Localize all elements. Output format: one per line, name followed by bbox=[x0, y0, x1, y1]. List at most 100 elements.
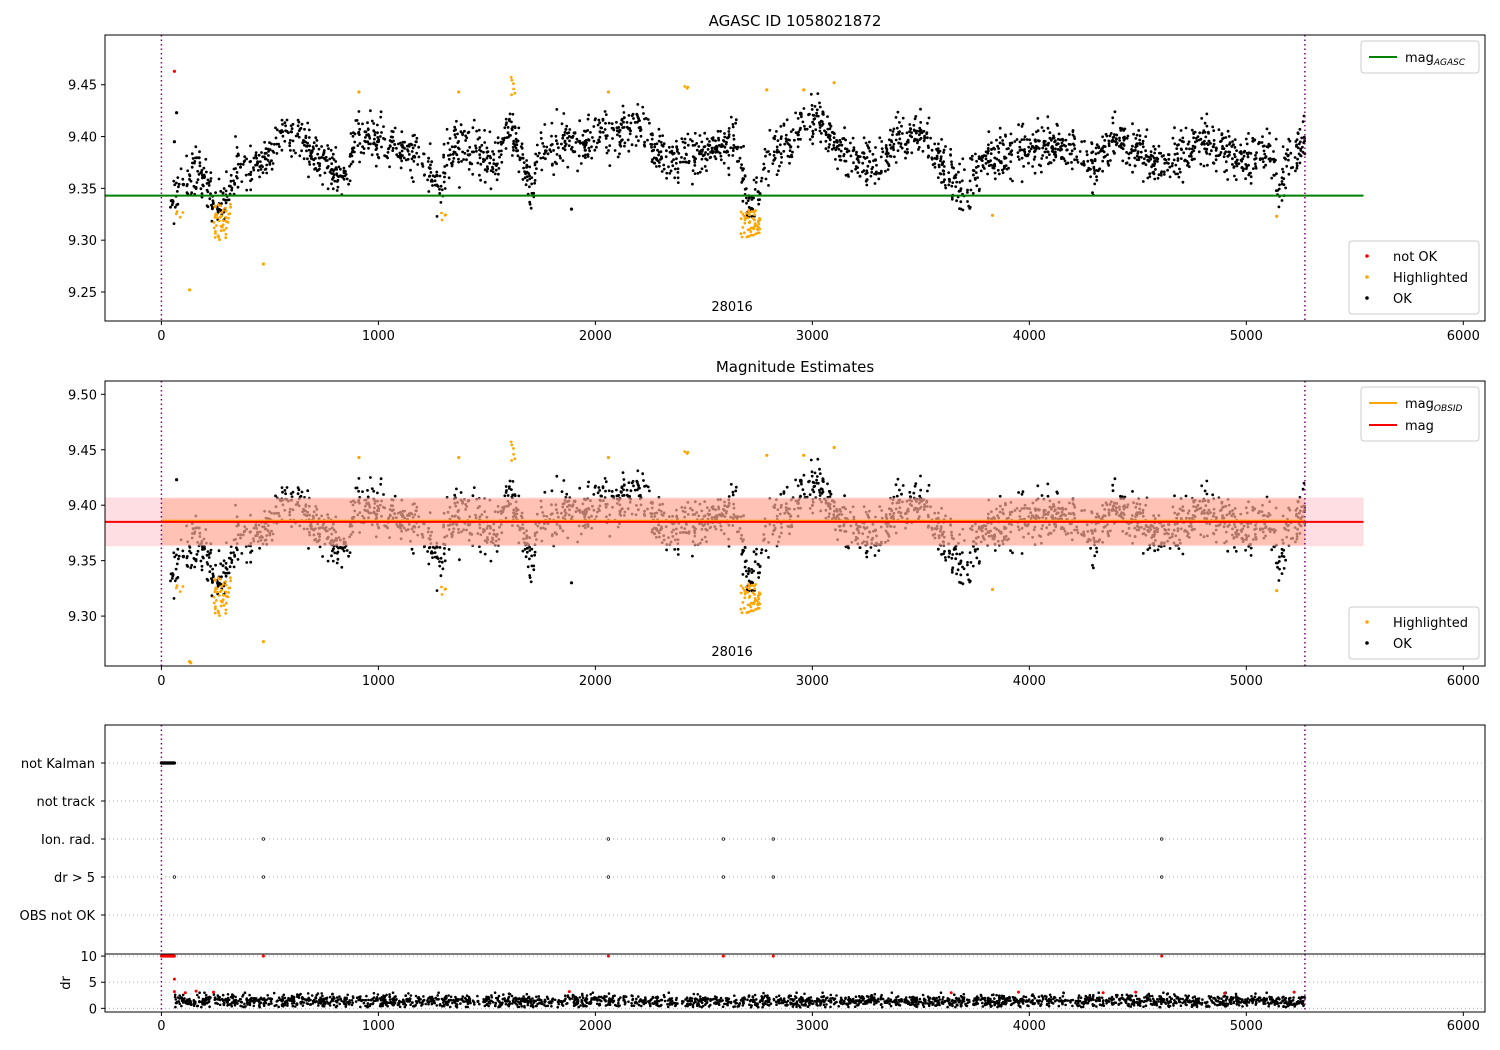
ok-point bbox=[1009, 160, 1013, 164]
ok-point bbox=[199, 171, 203, 175]
ok-point bbox=[586, 153, 590, 156]
ok-point bbox=[960, 551, 964, 554]
ok-point bbox=[901, 132, 904, 135]
ok-point bbox=[510, 128, 514, 132]
ok-point bbox=[1171, 162, 1174, 165]
ok-point bbox=[775, 145, 779, 149]
ok-point bbox=[939, 155, 943, 159]
x-tick-label: 4000 bbox=[1013, 329, 1046, 344]
ok-point bbox=[258, 175, 261, 179]
ok-point bbox=[452, 157, 456, 160]
highlighted-point bbox=[683, 85, 687, 88]
highlighted-point bbox=[739, 210, 743, 214]
ok-point bbox=[1199, 137, 1203, 141]
ok-point bbox=[828, 127, 832, 131]
ok-point bbox=[990, 148, 993, 151]
highlighted-point bbox=[212, 221, 216, 224]
ok-point bbox=[719, 158, 723, 162]
ok-point bbox=[1241, 169, 1245, 173]
ok-point bbox=[1268, 159, 1272, 163]
ok-point bbox=[683, 137, 687, 141]
ok-point bbox=[561, 136, 565, 140]
ok-point bbox=[210, 203, 213, 207]
ok-point bbox=[462, 158, 465, 161]
ok-point bbox=[270, 142, 273, 146]
ok-point bbox=[485, 170, 489, 173]
ok-point bbox=[1080, 140, 1084, 144]
ok-point bbox=[811, 142, 815, 146]
ok-point bbox=[1036, 117, 1040, 120]
ok-point bbox=[659, 158, 662, 161]
ok-point bbox=[1101, 159, 1105, 163]
ok-point bbox=[544, 157, 547, 161]
ok-point bbox=[633, 121, 637, 124]
ok-point bbox=[742, 177, 746, 181]
highlighted-point bbox=[213, 205, 217, 209]
ok-point bbox=[1046, 482, 1050, 486]
ok-point bbox=[1294, 169, 1297, 173]
ok-point bbox=[1093, 540, 1096, 544]
ok-point bbox=[1017, 158, 1021, 161]
ok-point bbox=[245, 188, 249, 192]
ok-point bbox=[856, 158, 860, 162]
ok-point bbox=[1131, 144, 1134, 148]
ok-point bbox=[700, 149, 703, 152]
ok-point bbox=[780, 135, 783, 139]
ok-point bbox=[1076, 160, 1080, 164]
ok-point bbox=[185, 154, 189, 158]
ok-point bbox=[681, 160, 685, 164]
ok-point bbox=[525, 163, 529, 167]
ok-point bbox=[739, 146, 743, 149]
ok-point bbox=[607, 149, 610, 152]
ok-point bbox=[998, 136, 1002, 139]
ok-point bbox=[209, 192, 212, 196]
ok-point bbox=[401, 154, 404, 157]
ok-point bbox=[205, 553, 209, 557]
ok-point bbox=[719, 524, 723, 528]
ok-point bbox=[1149, 153, 1153, 157]
ok-point bbox=[744, 187, 748, 191]
ok-point bbox=[942, 148, 946, 152]
ok-point bbox=[520, 142, 524, 146]
ok-point bbox=[727, 133, 731, 136]
y-tick-label: 9.40 bbox=[68, 131, 97, 146]
ok-point bbox=[1222, 155, 1226, 159]
ok-point bbox=[1162, 170, 1166, 174]
ok-point bbox=[352, 146, 356, 150]
ok-point bbox=[454, 136, 458, 139]
ok-point bbox=[275, 128, 279, 132]
ok-point bbox=[373, 502, 377, 505]
ok-point bbox=[308, 163, 312, 166]
ok-point bbox=[563, 144, 567, 148]
ok-point bbox=[1178, 167, 1181, 171]
ok-point bbox=[386, 151, 390, 154]
ok-point bbox=[232, 179, 235, 183]
ok-point bbox=[336, 185, 340, 189]
ok-point bbox=[1094, 146, 1098, 150]
ok-point bbox=[818, 129, 822, 133]
ok-point bbox=[214, 191, 218, 195]
ok-point bbox=[364, 136, 367, 139]
ok-point bbox=[1095, 178, 1099, 182]
ok-point bbox=[783, 142, 787, 146]
ok-point bbox=[877, 549, 881, 552]
ok-point bbox=[710, 146, 714, 150]
ok-point bbox=[691, 554, 694, 558]
ok-point bbox=[992, 146, 996, 150]
ok-point bbox=[755, 547, 758, 551]
ok-point bbox=[507, 487, 511, 490]
ok-point bbox=[335, 561, 339, 565]
ok-point bbox=[950, 570, 954, 574]
ok-point bbox=[731, 493, 735, 497]
ok-point bbox=[894, 483, 898, 487]
ok-point bbox=[214, 563, 218, 567]
ok-point bbox=[1041, 154, 1045, 157]
ok-point bbox=[430, 160, 434, 164]
ok-point bbox=[445, 127, 449, 131]
ok-point bbox=[775, 150, 779, 154]
ok-point bbox=[453, 493, 457, 497]
ok-point bbox=[1112, 135, 1116, 139]
ok-point bbox=[491, 165, 494, 169]
ok-point bbox=[588, 149, 591, 153]
ok-point bbox=[463, 129, 466, 133]
